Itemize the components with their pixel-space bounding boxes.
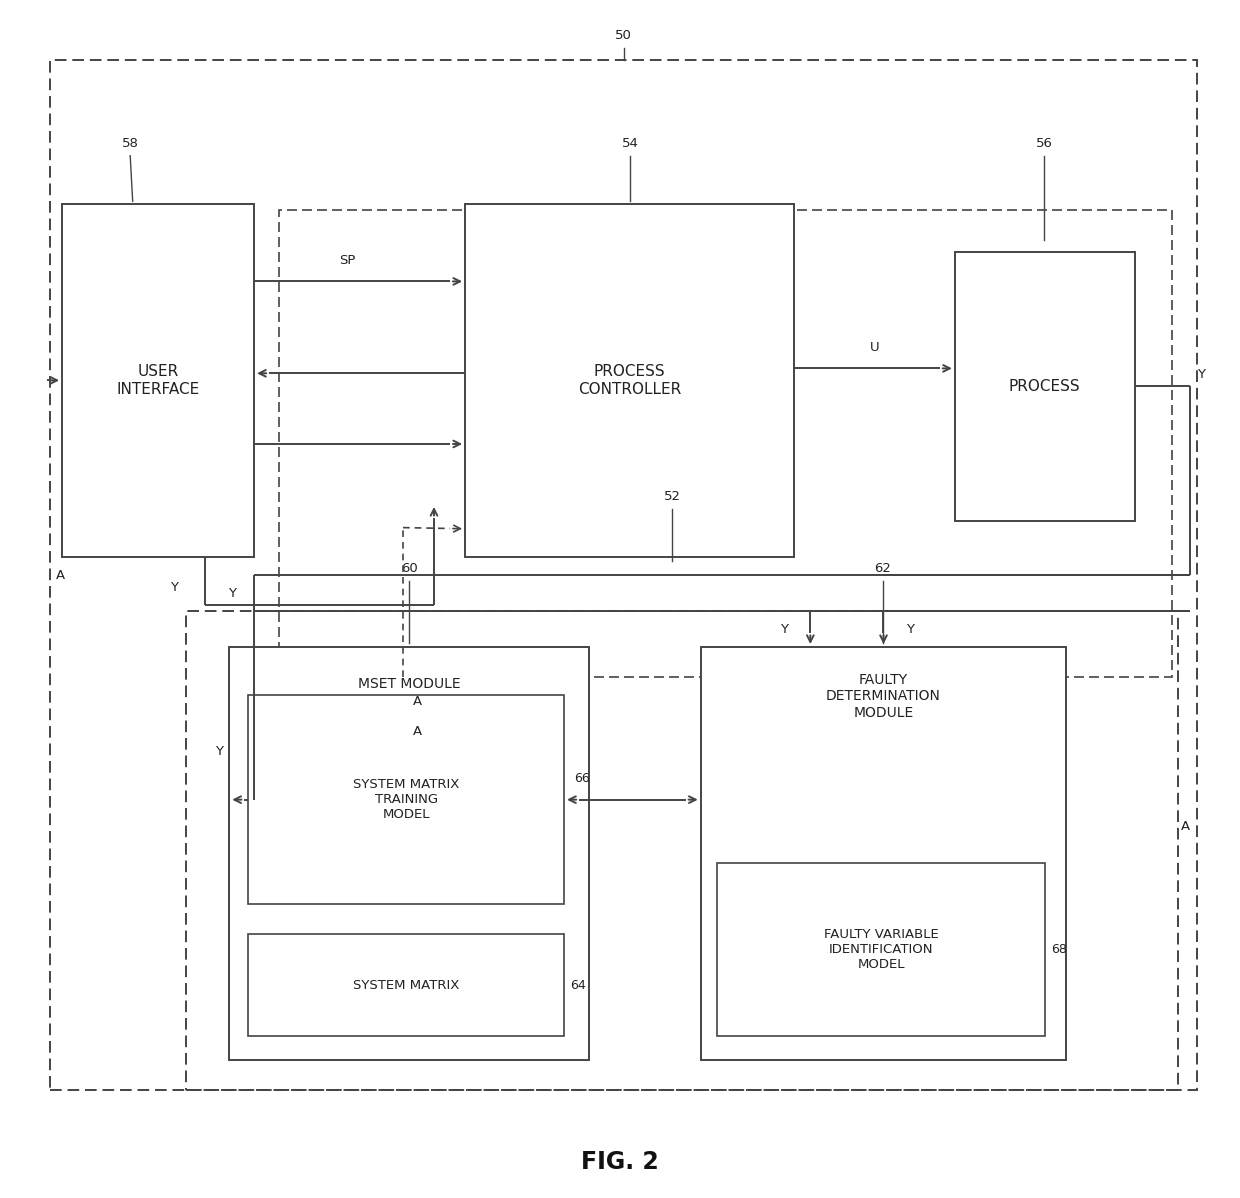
Text: Y: Y	[228, 587, 236, 599]
Text: A: A	[413, 725, 422, 738]
Text: 62: 62	[874, 562, 892, 575]
Bar	[465, 204, 794, 557]
Text: Y: Y	[1197, 368, 1204, 381]
Text: Y: Y	[780, 623, 789, 636]
Bar	[248, 695, 564, 904]
Text: SP: SP	[339, 254, 356, 267]
Text: A: A	[1180, 821, 1189, 833]
Text: Y: Y	[905, 623, 914, 636]
Bar	[186, 611, 1178, 1090]
Text: 54: 54	[621, 137, 639, 150]
Text: MSET MODULE: MSET MODULE	[358, 677, 460, 691]
Text: FAULTY
DETERMINATION
MODULE: FAULTY DETERMINATION MODULE	[826, 673, 941, 720]
Text: 60: 60	[401, 562, 418, 575]
Text: U: U	[869, 341, 879, 355]
Bar	[62, 204, 254, 557]
Bar	[50, 60, 1197, 1090]
Text: USER
INTERFACE: USER INTERFACE	[117, 364, 200, 397]
Bar	[229, 647, 589, 1060]
Text: A: A	[413, 695, 422, 708]
Text: 56: 56	[1035, 137, 1053, 150]
Text: 66: 66	[574, 773, 590, 786]
Text: PROCESS
CONTROLLER: PROCESS CONTROLLER	[578, 364, 681, 397]
Bar	[279, 210, 1172, 677]
Bar	[717, 863, 1045, 1036]
Text: Y: Y	[170, 581, 177, 594]
Text: FAULTY VARIABLE
IDENTIFICATION
MODEL: FAULTY VARIABLE IDENTIFICATION MODEL	[823, 928, 939, 970]
Text: FIG. 2: FIG. 2	[582, 1150, 658, 1174]
Text: SYSTEM MATRIX
TRAINING
MODEL: SYSTEM MATRIX TRAINING MODEL	[353, 779, 459, 821]
Text: 52: 52	[663, 490, 681, 503]
Text: SYSTEM MATRIX: SYSTEM MATRIX	[353, 979, 459, 992]
Text: 58: 58	[122, 137, 139, 150]
Bar	[955, 252, 1135, 521]
Text: A: A	[56, 569, 64, 582]
Text: 64: 64	[570, 979, 587, 992]
Text: Y: Y	[216, 745, 223, 758]
Text: PROCESS: PROCESS	[1009, 379, 1080, 394]
Bar	[701, 647, 1066, 1060]
Text: 68: 68	[1052, 943, 1068, 956]
Text: 50: 50	[615, 29, 632, 42]
Bar	[248, 934, 564, 1036]
